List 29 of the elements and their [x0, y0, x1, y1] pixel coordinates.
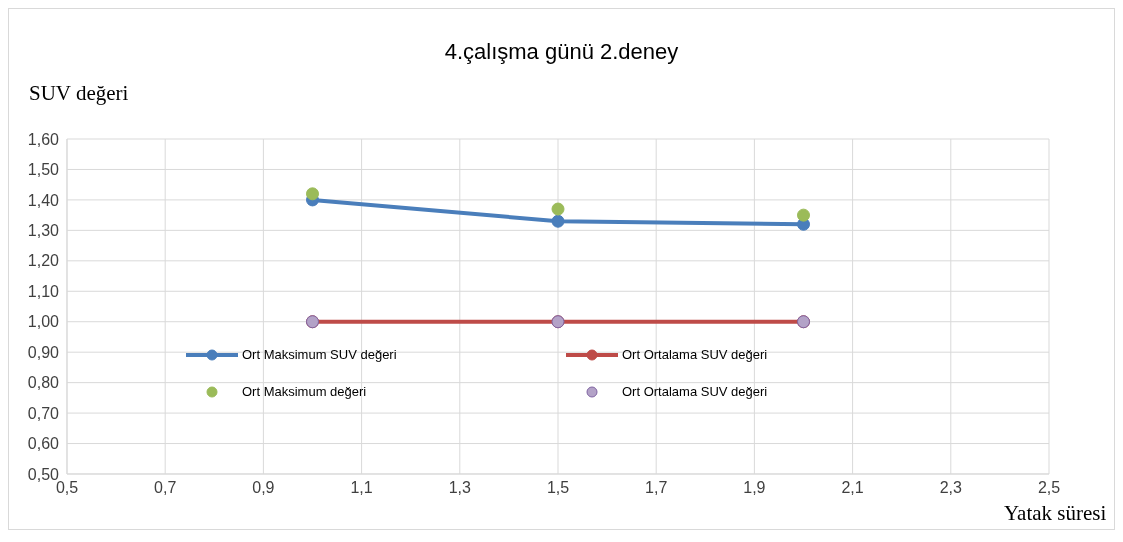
x-tick-label: 0,7: [154, 479, 177, 497]
x-tick-label: 1,5: [546, 479, 570, 497]
x-tick-label: 0,9: [252, 479, 275, 497]
x-tick-label: 1,7: [645, 479, 668, 497]
x-tick-label: 1,1: [350, 479, 373, 497]
chart-title: 4.çalışma günü 2.deney: [443, 39, 680, 65]
y-tick-label: 1,50: [27, 161, 60, 179]
x-tick-label: 2,5: [1037, 479, 1061, 497]
y-tick-label: 0,70: [27, 404, 60, 422]
y-axis-title: SUV değeri: [29, 81, 129, 106]
y-tick-label: 0,80: [27, 374, 60, 392]
y-tick-label: 1,00: [27, 313, 60, 331]
x-tick-label: 1,9: [743, 479, 766, 497]
y-tick-label: 1,30: [27, 222, 60, 240]
legend-label: Ort Ortalama SUV değeri: [622, 384, 768, 399]
y-tick-label: 0,90: [27, 343, 60, 361]
y-tick-label: 1,60: [27, 130, 60, 148]
legend-label: Ort Maksimum SUV değeri: [242, 347, 397, 362]
y-tick-label: 0,60: [27, 435, 60, 453]
y-tick-label: 1,40: [27, 191, 60, 209]
y-tick-label: 1,10: [27, 282, 60, 300]
legend-label: Ort Maksimum değeri: [242, 384, 367, 399]
y-tick-label: 1,20: [27, 252, 60, 270]
x-tick-label: 1,3: [448, 479, 472, 497]
legend-label: Ort Ortalama SUV değeri: [622, 347, 768, 362]
x-axis-title: Yatak süresi: [1004, 501, 1107, 526]
x-tick-label: 2,3: [939, 479, 963, 497]
x-tick-label: 2,1: [841, 479, 864, 497]
x-tick-label: 0,5: [55, 479, 79, 497]
